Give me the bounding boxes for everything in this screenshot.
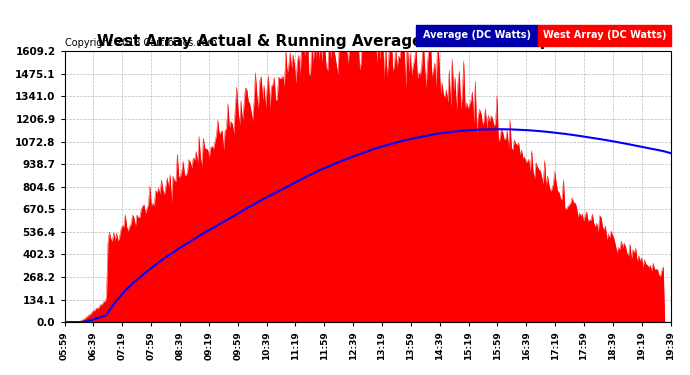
Bar [538, 25, 671, 46]
Title: West Array Actual & Running Average Power Mon Apr 23 19:42: West Array Actual & Running Average Powe… [97, 34, 638, 49]
Bar [416, 25, 538, 46]
Text: West Array (DC Watts): West Array (DC Watts) [542, 30, 666, 40]
Text: Copyright 2018 Cartronics.com: Copyright 2018 Cartronics.com [65, 38, 217, 48]
Text: Average (DC Watts): Average (DC Watts) [423, 30, 531, 40]
